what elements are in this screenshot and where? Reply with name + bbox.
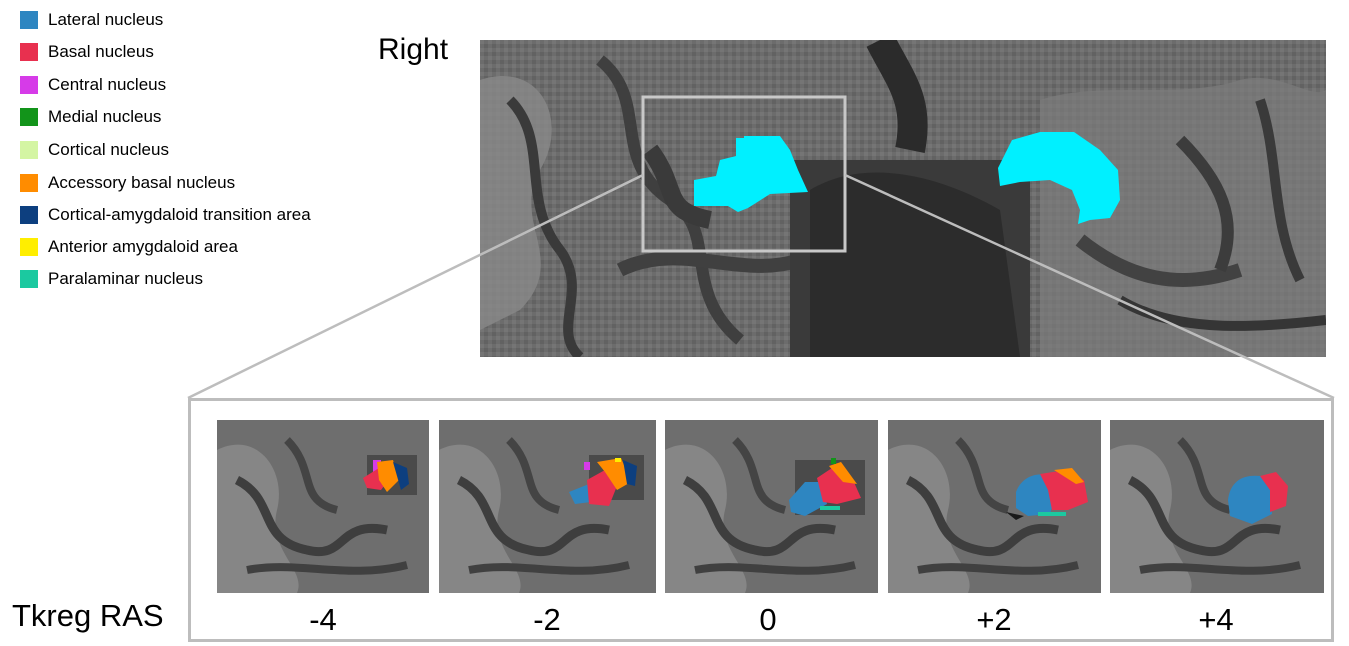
hemisphere-title: Right bbox=[378, 33, 449, 66]
slice-label: 0 bbox=[759, 602, 777, 637]
slice-drawing bbox=[665, 420, 878, 593]
coronal-mri-image bbox=[480, 40, 1326, 357]
slice-drawing bbox=[439, 420, 656, 593]
legend-label: Cortical nucleus bbox=[48, 140, 169, 159]
legend-swatch bbox=[20, 76, 38, 94]
legend-label: Paralaminar nucleus bbox=[48, 269, 203, 288]
legend-label: Medial nucleus bbox=[48, 107, 162, 126]
slice-label: +2 bbox=[976, 602, 1012, 637]
legend-item-accessory-basal: Accessory basal nucleus bbox=[20, 171, 235, 195]
legend-swatch bbox=[20, 108, 38, 126]
segmentation-overlay bbox=[1228, 472, 1288, 524]
legend-label: Central nucleus bbox=[48, 75, 167, 94]
slice-image-plus2 bbox=[888, 420, 1101, 593]
slice-image-0 bbox=[665, 420, 878, 593]
legend-item-basal: Basal nucleus bbox=[20, 40, 154, 64]
coronal-mri-drawing bbox=[480, 40, 1326, 357]
legend-item-anterior: Anterior amygdaloid area bbox=[20, 235, 238, 259]
slice-drawing bbox=[217, 420, 429, 593]
slice-label: -2 bbox=[533, 602, 561, 637]
legend-swatch bbox=[20, 206, 38, 224]
slice-label: +4 bbox=[1198, 602, 1234, 637]
legend-label: Accessory basal nucleus bbox=[48, 173, 236, 192]
legend-item-cortical: Cortical nucleus bbox=[20, 138, 169, 162]
legend-label: Anterior amygdaloid area bbox=[48, 237, 238, 256]
segmentation-overlay bbox=[1006, 468, 1088, 520]
segmentation-overlay bbox=[363, 460, 409, 492]
tkreg-ras-label: Tkreg RAS bbox=[12, 598, 164, 633]
segmentation-overlay bbox=[569, 458, 637, 506]
legend-swatch bbox=[20, 43, 38, 61]
segmentation-overlay bbox=[789, 458, 861, 516]
legend-item-lateral: Lateral nucleus bbox=[20, 8, 163, 32]
slice-panel-frame bbox=[188, 398, 1334, 642]
legend-swatch bbox=[20, 11, 38, 29]
slice-image-minus2 bbox=[439, 420, 656, 593]
legend-item-central: Central nucleus bbox=[20, 73, 166, 97]
slice-image-minus4 bbox=[217, 420, 429, 593]
legend-item-paralaminar: Paralaminar nucleus bbox=[20, 267, 203, 291]
slice-drawing bbox=[1110, 420, 1324, 593]
legend-swatch bbox=[20, 141, 38, 159]
left-amygdala-highlight bbox=[694, 136, 808, 212]
slice-label: -4 bbox=[309, 602, 337, 637]
legend-item-medial: Medial nucleus bbox=[20, 105, 161, 129]
legend-item-cat: Cortical-amygdaloid transition area bbox=[20, 203, 311, 227]
legend-label: Cortical-amygdaloid transition area bbox=[48, 205, 311, 224]
legend-label: Lateral nucleus bbox=[48, 10, 164, 29]
slice-drawing bbox=[888, 420, 1101, 593]
legend-swatch bbox=[20, 238, 38, 256]
legend-swatch bbox=[20, 174, 38, 192]
slice-image-plus4 bbox=[1110, 420, 1324, 593]
legend-swatch bbox=[20, 270, 38, 288]
legend-label: Basal nucleus bbox=[48, 42, 154, 61]
